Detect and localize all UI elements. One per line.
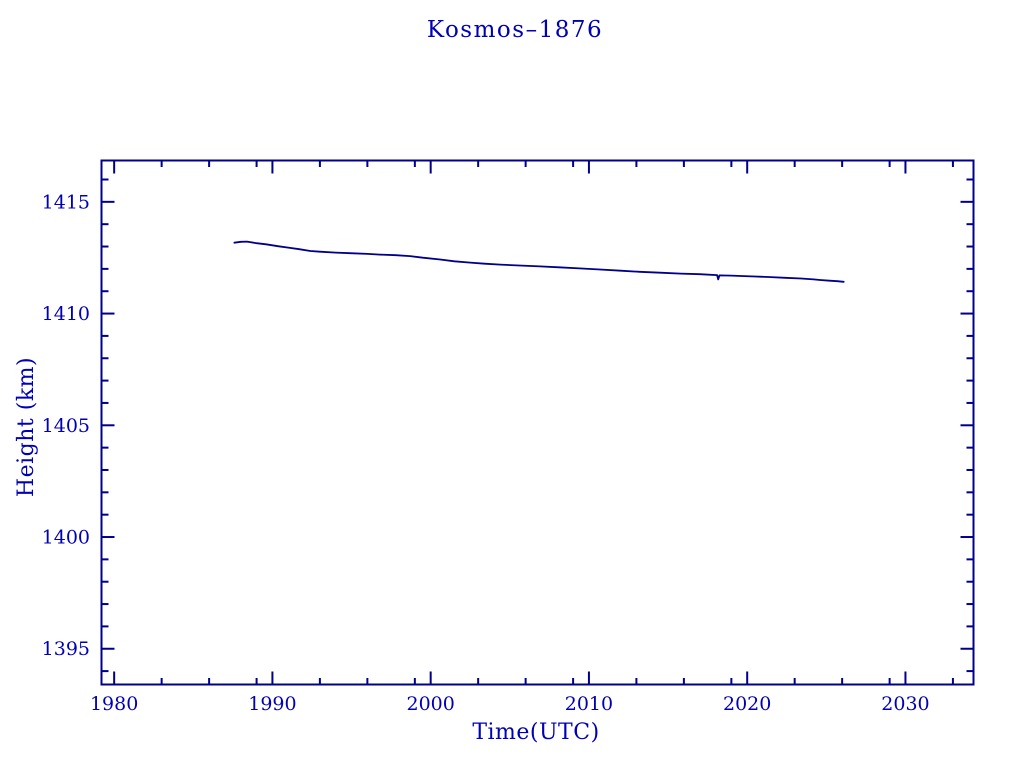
plot-frame: [100, 159, 975, 686]
x-tick-label: 1980: [90, 693, 138, 715]
x-tick-label: 2020: [723, 693, 771, 715]
x-tick-label: 2010: [565, 693, 613, 715]
y-tick-labels: 1395 1400 1405 1410 1415: [42, 191, 90, 660]
y-tick-label: 1415: [42, 191, 90, 213]
chart-title: Kosmos–1876: [427, 17, 603, 43]
x-major-ticks: [113, 160, 907, 685]
y-minor-ticks: [101, 178, 974, 673]
y-tick-label: 1410: [42, 303, 90, 325]
x-tick-label: 2000: [406, 693, 454, 715]
x-minor-ticks: [160, 160, 954, 685]
x-tick-label: 1990: [248, 693, 296, 715]
x-axis-label: Time(UTC): [472, 720, 599, 745]
y-tick-label: 1400: [42, 527, 90, 549]
y-tick-label: 1395: [42, 638, 90, 660]
x-tick-label: 2030: [881, 693, 929, 715]
x-tick-labels: 1980 1990 2000 2010 2020 2030: [90, 693, 930, 715]
y-axis-label: Height (km): [14, 357, 39, 497]
height-series-line: [233, 240, 845, 283]
y-tick-label: 1405: [42, 415, 90, 437]
y-major-ticks: [101, 200, 974, 650]
